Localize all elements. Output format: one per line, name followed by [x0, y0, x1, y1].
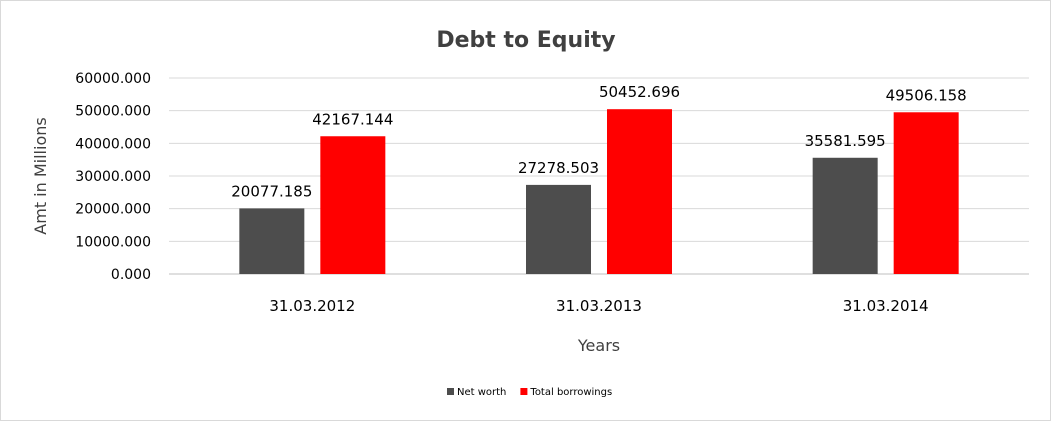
- legend-label: Net worth: [457, 387, 506, 398]
- y-tick-label: 50000.000: [75, 104, 151, 120]
- chart-title: Debt to Equity: [436, 28, 615, 53]
- y-tick-label: 20000.000: [75, 202, 151, 218]
- bar-net-worth: [526, 184, 591, 274]
- bar-net-worth: [239, 208, 305, 274]
- bar-total-borrowings: [893, 112, 959, 275]
- y-axis-ticks: 0.000 10000.000 20000.000 30000.000 40000.00…: [75, 71, 151, 283]
- x-axis-title: Years: [577, 336, 620, 355]
- data-labels: 20077.185 42167.144 27278.503 50452.696 3558…: [231, 83, 966, 200]
- bar-total-borrowings: [320, 136, 386, 274]
- bar-net-worth: [812, 157, 878, 274]
- y-tick-label: 10000.000: [75, 234, 151, 250]
- bars: [239, 109, 959, 275]
- legend-label: Total borrowings: [529, 387, 612, 398]
- x-axis-categories: 31.03.2012 31.03.2013 31.03.2014: [269, 297, 928, 315]
- y-axis-title: Amt in Millions: [31, 117, 50, 234]
- legend: Net worth Total borrowings: [447, 387, 612, 398]
- y-tick-label: 0.000: [111, 267, 151, 283]
- x-category-label: 31.03.2014: [843, 297, 929, 315]
- bar-total-borrowings: [607, 109, 672, 274]
- data-label: 49506.158: [886, 86, 967, 104]
- y-tick-label: 30000.000: [75, 169, 151, 185]
- legend-swatch: [447, 388, 454, 395]
- data-label: 50452.696: [599, 83, 680, 101]
- data-label: 42167.144: [312, 110, 393, 128]
- data-label: 27278.503: [518, 159, 599, 177]
- data-label: 35581.595: [805, 132, 886, 150]
- x-category-label: 31.03.2012: [269, 297, 355, 315]
- y-tick-label: 40000.000: [75, 136, 151, 152]
- legend-swatch: [520, 388, 528, 395]
- data-label: 20077.185: [231, 182, 312, 200]
- x-category-label: 31.03.2013: [556, 297, 642, 315]
- gridlines: [169, 77, 1029, 275]
- y-tick-label: 60000.000: [75, 71, 151, 87]
